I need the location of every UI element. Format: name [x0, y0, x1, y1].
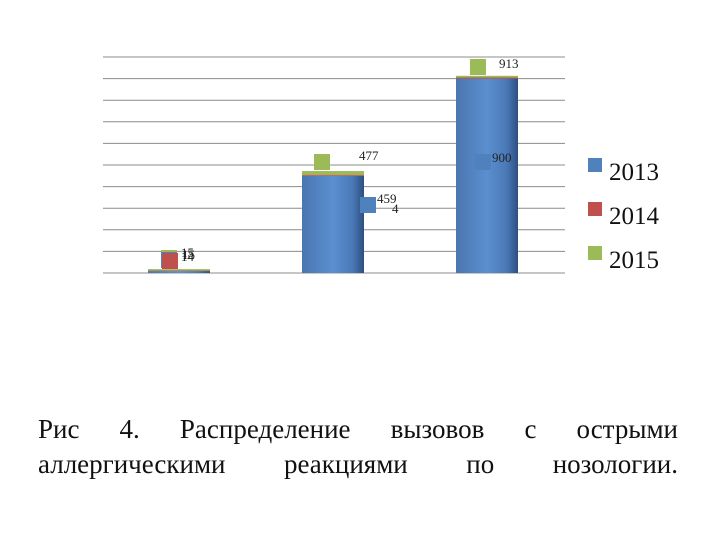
data-label: 459: [377, 191, 397, 206]
data-label-marker: [475, 154, 491, 170]
data-label: 14: [181, 249, 195, 264]
figure-caption: Рис 4. Распределение вызовов с острыми а…: [38, 412, 678, 482]
legend-label: 2015: [609, 247, 659, 274]
caption-line-1: Рис 4. Распределение вызовов с острыми: [38, 414, 678, 444]
bar-2013: [148, 271, 210, 273]
bar-2015: [148, 269, 210, 271]
data-label-marker: [470, 59, 486, 75]
data-label-marker: [360, 197, 376, 213]
bar-2014: [456, 77, 518, 79]
bar-2014: [302, 174, 364, 176]
data-label: 900: [492, 150, 512, 165]
data-label: 913: [499, 56, 519, 71]
legend-label: 2013: [609, 159, 659, 186]
data-label: 15: [182, 247, 195, 262]
bar-2015: [456, 75, 518, 78]
data-label-marker: [314, 154, 330, 170]
legend: 2013 2014 2015: [588, 158, 660, 274]
bars: [148, 75, 518, 273]
legend-swatch-2015: [588, 246, 602, 260]
legend-swatch-2013: [588, 158, 602, 172]
data-label: 4: [392, 201, 399, 216]
legend-label: 2014: [609, 203, 660, 230]
data-label: 15: [181, 245, 194, 260]
data-label: 477: [359, 148, 379, 163]
bar-2013: [456, 78, 518, 273]
data-label-marker: [162, 253, 178, 269]
caption-line-2: аллергическими реакциями по нозологии.: [38, 449, 678, 479]
bar-2015: [302, 171, 364, 175]
bar-2013: [302, 175, 364, 273]
legend-swatch-2014: [588, 202, 602, 216]
